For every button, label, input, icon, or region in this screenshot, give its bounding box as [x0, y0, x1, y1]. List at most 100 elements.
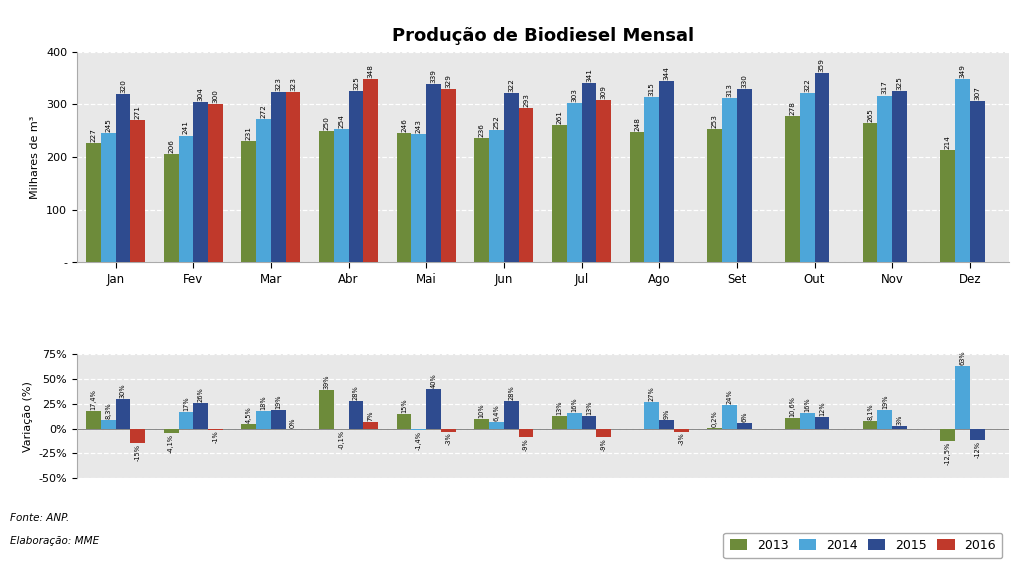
Text: 227: 227 — [90, 128, 96, 142]
Bar — [178, 412, 194, 429]
Bar — [489, 422, 504, 429]
Text: 214: 214 — [945, 135, 950, 149]
Text: 39%: 39% — [324, 374, 330, 389]
Bar — [441, 429, 456, 431]
Bar — [552, 125, 567, 262]
Bar — [785, 116, 800, 262]
Text: 304: 304 — [198, 88, 204, 101]
Text: 16%: 16% — [804, 397, 810, 412]
Bar — [130, 120, 145, 262]
Bar — [708, 129, 722, 262]
Text: -15%: -15% — [135, 445, 140, 461]
Bar — [814, 73, 829, 262]
Text: 4,5%: 4,5% — [246, 406, 252, 423]
Text: 272: 272 — [260, 104, 266, 118]
Bar — [319, 131, 334, 262]
Bar — [644, 402, 659, 429]
Bar — [737, 89, 752, 262]
Text: 28%: 28% — [508, 385, 514, 400]
Bar — [878, 410, 892, 429]
Text: 293: 293 — [523, 93, 529, 107]
Text: 17%: 17% — [183, 396, 188, 411]
Bar — [256, 411, 271, 429]
Bar — [208, 104, 223, 262]
Text: 243: 243 — [416, 120, 422, 134]
Bar — [412, 429, 426, 430]
Bar — [256, 119, 271, 262]
Text: Elaboração: MME: Elaboração: MME — [10, 536, 99, 546]
Bar — [596, 100, 611, 262]
Text: 26%: 26% — [198, 387, 204, 402]
Bar — [474, 419, 489, 429]
Bar — [800, 93, 814, 262]
Bar — [862, 420, 878, 429]
Bar — [319, 390, 334, 429]
Text: 341: 341 — [586, 68, 592, 82]
Bar — [86, 411, 101, 429]
Text: 30%: 30% — [120, 383, 126, 398]
Bar — [242, 424, 256, 429]
Text: -1%: -1% — [212, 430, 218, 444]
Bar — [862, 123, 878, 262]
Text: 303: 303 — [571, 88, 578, 102]
Text: 10%: 10% — [479, 403, 484, 418]
Text: 24%: 24% — [726, 389, 732, 404]
Text: 248: 248 — [634, 117, 640, 131]
Bar — [814, 416, 829, 429]
Bar — [412, 134, 426, 262]
Text: 19%: 19% — [275, 394, 282, 409]
Text: -3%: -3% — [445, 433, 452, 445]
Text: 18%: 18% — [260, 395, 266, 410]
Text: -1,4%: -1,4% — [416, 431, 422, 450]
Text: 206: 206 — [168, 139, 174, 153]
Text: 12%: 12% — [819, 401, 825, 416]
Text: 271: 271 — [135, 105, 140, 119]
Text: -0,1%: -0,1% — [338, 430, 344, 449]
Bar — [630, 132, 644, 262]
Text: -12,5%: -12,5% — [945, 442, 950, 465]
Text: 6,4%: 6,4% — [494, 404, 500, 421]
Bar — [101, 420, 116, 429]
Bar — [441, 89, 456, 262]
Text: 254: 254 — [338, 113, 344, 128]
Bar — [892, 92, 907, 262]
Bar — [86, 143, 101, 262]
Text: -12%: -12% — [974, 441, 980, 458]
Text: 252: 252 — [494, 115, 500, 128]
Text: 317: 317 — [882, 81, 888, 94]
Bar — [504, 93, 518, 262]
Text: -9%: -9% — [601, 438, 606, 451]
Bar — [396, 414, 412, 429]
Bar — [489, 130, 504, 262]
Bar — [659, 81, 674, 262]
Text: 322: 322 — [804, 78, 810, 92]
Legend: 2013, 2014, 2015, 2016: 2013, 2014, 2015, 2016 — [723, 533, 1002, 558]
Text: 309: 309 — [601, 85, 606, 98]
Text: 344: 344 — [664, 66, 670, 80]
Bar — [348, 401, 364, 429]
Bar — [474, 138, 489, 262]
Bar — [596, 429, 611, 437]
Text: 307: 307 — [974, 86, 980, 100]
Text: 339: 339 — [431, 69, 436, 83]
Text: 8,3%: 8,3% — [105, 403, 112, 419]
Bar — [208, 429, 223, 430]
Bar — [785, 418, 800, 429]
Text: 0,2%: 0,2% — [712, 411, 718, 427]
Text: 300: 300 — [212, 89, 218, 104]
Bar — [892, 426, 907, 429]
Bar — [286, 92, 300, 262]
Bar — [504, 401, 518, 429]
Bar — [518, 429, 534, 437]
Bar — [396, 133, 412, 262]
Title: Produção de Biodiesel Mensal: Produção de Biodiesel Mensal — [391, 26, 694, 45]
Text: 245: 245 — [105, 119, 112, 132]
Bar — [722, 405, 737, 429]
Bar — [800, 413, 814, 429]
Text: 6%: 6% — [741, 411, 748, 422]
Text: Fonte: ANP.: Fonte: ANP. — [10, 513, 70, 523]
Text: 9%: 9% — [664, 408, 670, 419]
Bar — [194, 103, 208, 262]
Bar — [674, 429, 689, 431]
Bar — [271, 410, 286, 429]
